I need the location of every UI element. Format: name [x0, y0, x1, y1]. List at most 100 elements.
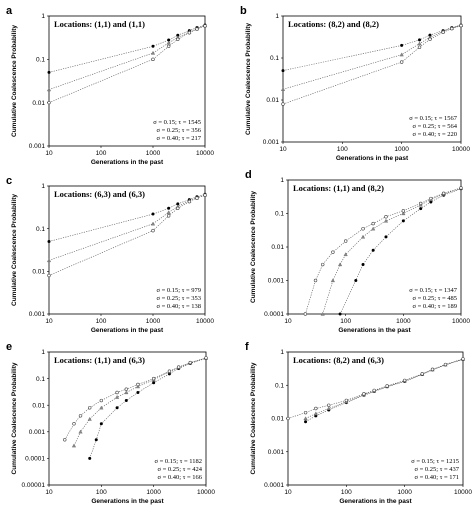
x-tick-label-b-3: 10000 — [452, 146, 470, 153]
data-point-d-2-12 — [459, 186, 463, 190]
y-tick-label-c-1: 0.01 — [32, 269, 45, 276]
data-point-c-2-0 — [47, 273, 51, 278]
panel-title-d: Locations: (1,1) and (8,2) — [293, 183, 384, 193]
data-point-e-0-1 — [94, 438, 98, 442]
data-point-e-2-10 — [176, 365, 181, 369]
y-tick-label-b-2: 0.1 — [270, 55, 279, 62]
y-tick-label-d-2: 0.01 — [271, 244, 284, 251]
data-point-e-2-9 — [167, 369, 172, 373]
y-tick-label-e-1: 0.0001 — [25, 456, 45, 463]
y-tick-label-d-1: 0.001 — [268, 278, 285, 285]
data-point-d-0-2 — [361, 263, 365, 267]
panel-d: d Locations: (1,1) and (8,2) 0.0001 0.001 0.… — [245, 169, 470, 334]
y-tick-label-c-0: 0.001 — [29, 311, 46, 318]
data-point-f-2-5 — [362, 392, 366, 396]
data-point-b-2-2 — [417, 45, 422, 49]
data-point-e-2-8 — [151, 376, 156, 381]
plot-area-e — [48, 351, 207, 486]
data-point-d-0-1 — [354, 279, 358, 282]
data-point-d-0-4 — [384, 235, 388, 239]
data-point-d-1-0 — [320, 311, 325, 316]
data-point-a-2-6 — [203, 24, 207, 28]
panel-letter-a: a — [6, 5, 13, 17]
data-point-e-2-7 — [136, 382, 140, 387]
panel-letter-e: e — [6, 341, 12, 353]
x-tick-label-c-1: 100 — [96, 318, 107, 325]
x-axis-title-e: Generations in the past — [91, 498, 164, 505]
x-tick-label-a-3: 10000 — [196, 150, 214, 157]
data-point-a-0-1 — [151, 44, 155, 48]
data-point-d-0-3 — [371, 248, 375, 252]
y-tick-label-f-2: 0.01 — [271, 416, 284, 423]
data-point-f-1-1 — [313, 411, 318, 416]
legend-entry-f-1: σ = 0.25; τ = 437 — [414, 466, 459, 473]
legend-entry-e-1: σ = 0.25; τ = 424 — [157, 466, 202, 473]
data-point-f-2-6 — [372, 388, 376, 393]
legend-entry-b-1: σ = 0.25; τ = 564 — [412, 123, 457, 130]
data-point-e-2-11 — [188, 360, 192, 365]
data-point-d-1-6 — [383, 218, 389, 223]
data-point-f-0-0 — [304, 420, 308, 424]
data-point-a-1-1 — [150, 50, 156, 55]
data-point-d-2-4 — [343, 239, 348, 243]
legend-entry-e-2: σ = 0.40; τ = 166 — [157, 474, 202, 481]
data-point-d-1-7 — [401, 211, 406, 216]
data-point-e-0-4 — [124, 399, 128, 403]
legend-entry-f-0: σ = 0.15; τ = 1215 — [411, 458, 459, 465]
data-point-f-2-9 — [420, 372, 424, 376]
data-point-f-2-2 — [314, 406, 318, 411]
data-point-e-2-2 — [78, 414, 83, 418]
legend-entry-c-1: σ = 0.25; τ = 353 — [156, 295, 201, 302]
data-point-f-2-1 — [303, 410, 308, 415]
data-point-b-1-2 — [417, 41, 422, 46]
legend-entry-a-0: σ = 0.15; τ = 1545 — [153, 119, 201, 126]
data-point-e-1-0 — [71, 443, 77, 448]
y-axis-title-d: Cumulative Coalescence Probability — [250, 191, 257, 303]
data-point-f-1-0 — [303, 416, 308, 421]
data-point-c-2-5 — [195, 196, 199, 200]
data-point-b-2-6 — [459, 23, 463, 28]
data-point-e-2-12 — [204, 356, 208, 360]
data-point-d-0-7 — [429, 200, 433, 204]
x-tick-label-c-0: 10 — [45, 318, 53, 325]
y-tick-label-e-4: 0.1 — [36, 376, 45, 383]
data-point-b-2-3 — [428, 37, 432, 41]
legend-entry-b-2: σ = 0.40; τ = 220 — [412, 131, 457, 138]
x-tick-label-e-3: 10000 — [197, 489, 215, 496]
x-axis-title-b: Generations in the past — [336, 155, 409, 162]
data-point-c-2-6 — [203, 193, 207, 197]
y-tick-label-b-3: 1 — [275, 13, 279, 20]
legend-entry-d-2: σ = 0.40; τ = 189 — [412, 303, 457, 310]
data-point-b-0-1 — [400, 43, 404, 47]
data-point-f-2-0 — [286, 416, 290, 421]
y-tick-label-a-2: 0.1 — [36, 57, 45, 64]
data-point-d-1-4 — [360, 234, 366, 239]
data-point-f-2-3 — [327, 403, 331, 407]
y-axis-title-e: Cumulative Coalescence Probability — [11, 362, 18, 474]
x-axis-title-d: Generations in the past — [338, 327, 411, 334]
data-point-b-0-3 — [428, 33, 432, 37]
panel-f: f Locations: (8,2) and (6,3) 0.0001 0.001 0.… — [245, 341, 472, 505]
y-tick-label-e-0: 0.00001 — [22, 482, 46, 489]
x-tick-label-b-2: 1000 — [394, 146, 409, 153]
data-point-d-2-1 — [313, 278, 318, 283]
x-tick-label-f-3: 10000 — [454, 489, 472, 496]
data-point-c-1-1 — [150, 221, 156, 226]
legend-entry-c-2: σ = 0.40; τ = 138 — [156, 303, 201, 310]
data-point-b-2-5 — [450, 26, 454, 31]
data-point-e-0-0 — [88, 456, 92, 460]
y-tick-label-e-3: 0.01 — [32, 402, 45, 409]
x-tick-label-a-0: 10 — [45, 150, 53, 157]
y-axis-title-f: Cumulative Coalescence Probability — [250, 362, 257, 474]
x-tick-label-c-3: 10000 — [196, 318, 214, 325]
y-tick-label-c-3: 1 — [41, 183, 45, 190]
data-point-a-0-0 — [47, 70, 51, 74]
y-tick-label-d-3: 0.1 — [275, 211, 284, 218]
data-point-c-0-2 — [167, 206, 171, 210]
data-point-e-0-2 — [99, 422, 103, 426]
data-point-f-2-12 — [461, 357, 465, 361]
panel-letter-f: f — [245, 341, 249, 353]
data-point-d-1-3 — [343, 252, 348, 257]
data-point-e-0-3 — [115, 406, 119, 410]
